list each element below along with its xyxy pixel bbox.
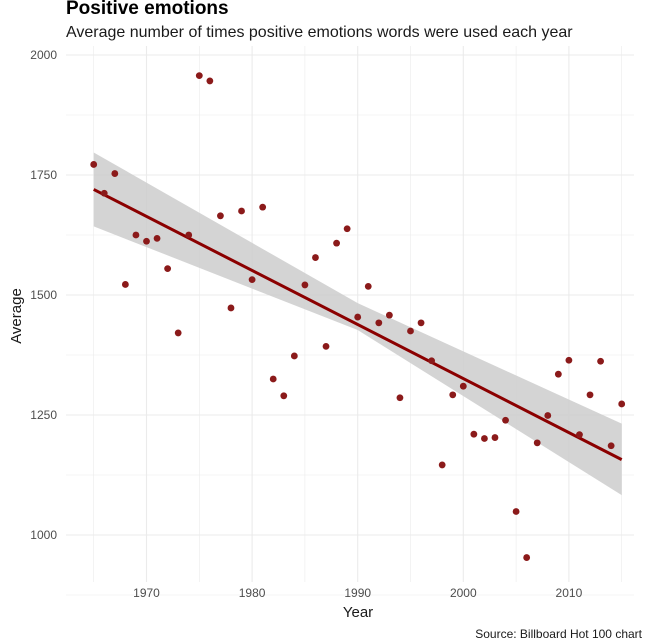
- x-tick-label: 2010: [556, 586, 583, 600]
- x-tick-label: 1990: [344, 586, 371, 600]
- y-axis-title: Average: [8, 288, 25, 344]
- data-point: [290, 352, 298, 360]
- data-point: [248, 276, 256, 284]
- data-point: [121, 281, 129, 288]
- data-point: [417, 319, 425, 327]
- y-tick-label: 1250: [30, 408, 57, 422]
- data-point: [301, 281, 309, 289]
- data-point: [544, 412, 552, 419]
- data-point: [396, 394, 404, 402]
- data-point: [164, 265, 172, 272]
- data-point: [364, 282, 372, 290]
- data-point: [565, 356, 573, 364]
- source-caption: Source: Billboard Hot 100 chart: [475, 627, 642, 641]
- data-point: [269, 375, 277, 383]
- data-point: [100, 189, 108, 197]
- data-point: [449, 391, 457, 399]
- x-axis-title: Year: [343, 604, 373, 621]
- data-point: [459, 382, 467, 390]
- y-tick-label: 1500: [30, 288, 57, 302]
- y-tick-label: 1000: [30, 528, 57, 542]
- data-point: [354, 313, 362, 321]
- chart-subtitle: Average number of times positive emotion…: [66, 24, 573, 41]
- data-point: [217, 212, 224, 220]
- data-point: [597, 357, 604, 365]
- data-point: [428, 357, 436, 365]
- y-tick-label: 1750: [30, 168, 57, 182]
- x-axis-ticks: 1970 1980 1990 2000 2010: [133, 586, 582, 600]
- data-point: [576, 431, 583, 439]
- data-point: [185, 231, 193, 239]
- data-point: [607, 442, 615, 450]
- data-point: [238, 207, 245, 215]
- data-point: [438, 461, 446, 469]
- data-point: [586, 391, 594, 399]
- y-axis-ticks: 1000 1250 1500 1750 2000: [30, 48, 57, 542]
- grid-lines: [66, 46, 634, 596]
- data-point: [512, 508, 520, 515]
- data-point: [280, 392, 288, 400]
- data-point: [343, 225, 351, 233]
- data-point: [385, 311, 393, 319]
- data-point: [111, 170, 119, 177]
- data-point: [333, 239, 340, 247]
- trend-line: [93, 188, 623, 461]
- data-point: [206, 77, 214, 85]
- data-point: [554, 370, 562, 378]
- data-point: [491, 434, 499, 441]
- y-tick-label: 2000: [30, 48, 57, 62]
- data-point: [312, 254, 319, 261]
- data-point: [618, 400, 626, 408]
- data-point: [470, 430, 478, 438]
- data-point: [227, 304, 235, 312]
- chart-title: Positive emotions: [66, 0, 229, 19]
- data-point: [533, 439, 541, 447]
- data-point: [90, 161, 98, 168]
- x-tick-label: 2000: [450, 586, 477, 600]
- data-point: [502, 416, 509, 424]
- data-point: [375, 319, 383, 327]
- x-tick-label: 1970: [133, 586, 160, 600]
- data-point: [143, 237, 150, 245]
- data-point: [195, 72, 203, 80]
- data-point: [174, 329, 182, 337]
- data-point: [259, 203, 267, 211]
- data-points: [90, 72, 626, 561]
- data-point: [153, 234, 161, 242]
- data-point: [523, 554, 531, 561]
- data-point: [481, 435, 488, 442]
- data-point: [132, 231, 140, 239]
- data-point: [322, 342, 330, 350]
- data-point: [407, 327, 414, 335]
- x-tick-label: 1980: [239, 586, 266, 600]
